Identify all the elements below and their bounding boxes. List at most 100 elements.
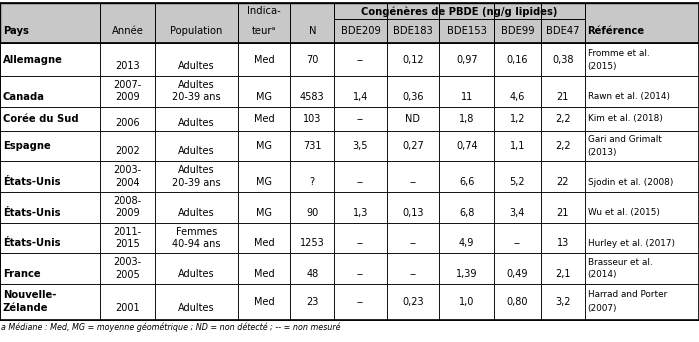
- Bar: [290, 107, 334, 131]
- Text: 2003-: 2003-: [113, 166, 141, 175]
- Text: 2008-: 2008-: [113, 196, 141, 206]
- Bar: [290, 284, 334, 320]
- Text: Adultes: Adultes: [178, 303, 215, 313]
- Text: 22: 22: [556, 177, 569, 187]
- Text: (2013): (2013): [588, 147, 617, 157]
- Text: --: --: [357, 269, 364, 279]
- Bar: [439, 253, 494, 284]
- Bar: [155, 131, 238, 161]
- Text: 20-39 ans: 20-39 ans: [172, 92, 221, 103]
- Text: États-Unis: États-Unis: [3, 208, 60, 218]
- Bar: [387, 161, 439, 192]
- Bar: [387, 131, 439, 161]
- Bar: [0, 43, 100, 76]
- Bar: [585, 107, 699, 131]
- Text: Med: Med: [254, 55, 274, 65]
- Bar: [541, 192, 585, 223]
- Text: 3,4: 3,4: [510, 208, 525, 218]
- Text: a Médiane : Med, MG = moyenne géométrique ; ND = non détecté ; -- = non mesuré: a Médiane : Med, MG = moyenne géométriqu…: [1, 323, 340, 332]
- Bar: [155, 43, 238, 76]
- Text: Nouvelle-: Nouvelle-: [3, 290, 56, 300]
- Text: Zélande: Zélande: [3, 303, 48, 313]
- Bar: [155, 284, 238, 320]
- Text: 2003-: 2003-: [113, 258, 141, 267]
- Text: Corée du Sud: Corée du Sud: [3, 114, 78, 124]
- Text: Adultes: Adultes: [178, 61, 215, 70]
- Text: 21: 21: [556, 208, 569, 218]
- Text: Congénères de PBDE (ng/g lipides): Congénères de PBDE (ng/g lipides): [361, 6, 558, 17]
- Text: MG: MG: [256, 92, 272, 102]
- Text: 2002: 2002: [115, 146, 140, 156]
- Bar: [334, 43, 387, 76]
- Text: --: --: [410, 269, 417, 279]
- Bar: [387, 43, 439, 76]
- Text: 0,12: 0,12: [402, 55, 424, 65]
- Bar: [334, 223, 387, 253]
- Bar: [100, 223, 155, 253]
- Text: --: --: [410, 177, 417, 187]
- Text: 4,6: 4,6: [510, 92, 525, 102]
- Text: Harrad and Porter: Harrad and Porter: [588, 290, 667, 299]
- Text: 4,9: 4,9: [459, 238, 475, 248]
- Text: BDE183: BDE183: [393, 26, 433, 36]
- Text: BDE47: BDE47: [546, 26, 579, 36]
- Text: Med: Med: [254, 238, 274, 248]
- Text: 13: 13: [556, 238, 569, 248]
- Text: Kim et al. (2018): Kim et al. (2018): [588, 114, 663, 123]
- Bar: [238, 284, 290, 320]
- Bar: [290, 43, 334, 76]
- Bar: [100, 161, 155, 192]
- Bar: [494, 76, 541, 107]
- Text: 2,1: 2,1: [555, 269, 570, 279]
- Bar: [541, 223, 585, 253]
- Text: Med: Med: [254, 297, 274, 307]
- Text: 0,38: 0,38: [552, 55, 573, 65]
- Bar: [585, 76, 699, 107]
- Text: 11: 11: [461, 92, 473, 102]
- Text: 103: 103: [303, 114, 322, 124]
- Text: 1,39: 1,39: [456, 269, 477, 279]
- Bar: [585, 284, 699, 320]
- Bar: [439, 131, 494, 161]
- Bar: [0, 192, 100, 223]
- Bar: [439, 284, 494, 320]
- Bar: [541, 161, 585, 192]
- Text: 3,5: 3,5: [353, 141, 368, 151]
- Bar: [334, 253, 387, 284]
- Text: Femmes: Femmes: [175, 227, 217, 237]
- Text: 0,80: 0,80: [507, 297, 528, 307]
- Text: Hurley et al. (2017): Hurley et al. (2017): [588, 239, 675, 248]
- Bar: [334, 131, 387, 161]
- Bar: [334, 284, 387, 320]
- Text: 2006: 2006: [115, 118, 140, 128]
- Text: 0,27: 0,27: [402, 141, 424, 151]
- Bar: [439, 192, 494, 223]
- Bar: [238, 253, 290, 284]
- Text: Canada: Canada: [3, 92, 45, 102]
- Bar: [585, 253, 699, 284]
- Bar: [0, 131, 100, 161]
- Bar: [155, 253, 238, 284]
- Bar: [0, 223, 100, 253]
- Text: 2013: 2013: [115, 61, 140, 70]
- Text: 1,8: 1,8: [459, 114, 475, 124]
- Bar: [541, 76, 585, 107]
- Text: 0,23: 0,23: [402, 297, 424, 307]
- Text: 6,6: 6,6: [459, 177, 475, 187]
- Bar: [290, 131, 334, 161]
- Text: 1,3: 1,3: [353, 208, 368, 218]
- Bar: [494, 253, 541, 284]
- Text: (2007): (2007): [588, 304, 617, 314]
- Bar: [387, 192, 439, 223]
- Bar: [585, 223, 699, 253]
- Bar: [0, 253, 100, 284]
- Bar: [238, 131, 290, 161]
- Bar: [439, 223, 494, 253]
- Text: Wu et al. (2015): Wu et al. (2015): [588, 208, 659, 217]
- Text: Référence: Référence: [588, 26, 644, 36]
- Bar: [541, 131, 585, 161]
- Text: MG: MG: [256, 141, 272, 151]
- Text: 2009: 2009: [115, 208, 140, 218]
- Bar: [100, 76, 155, 107]
- Text: 0,36: 0,36: [402, 92, 424, 102]
